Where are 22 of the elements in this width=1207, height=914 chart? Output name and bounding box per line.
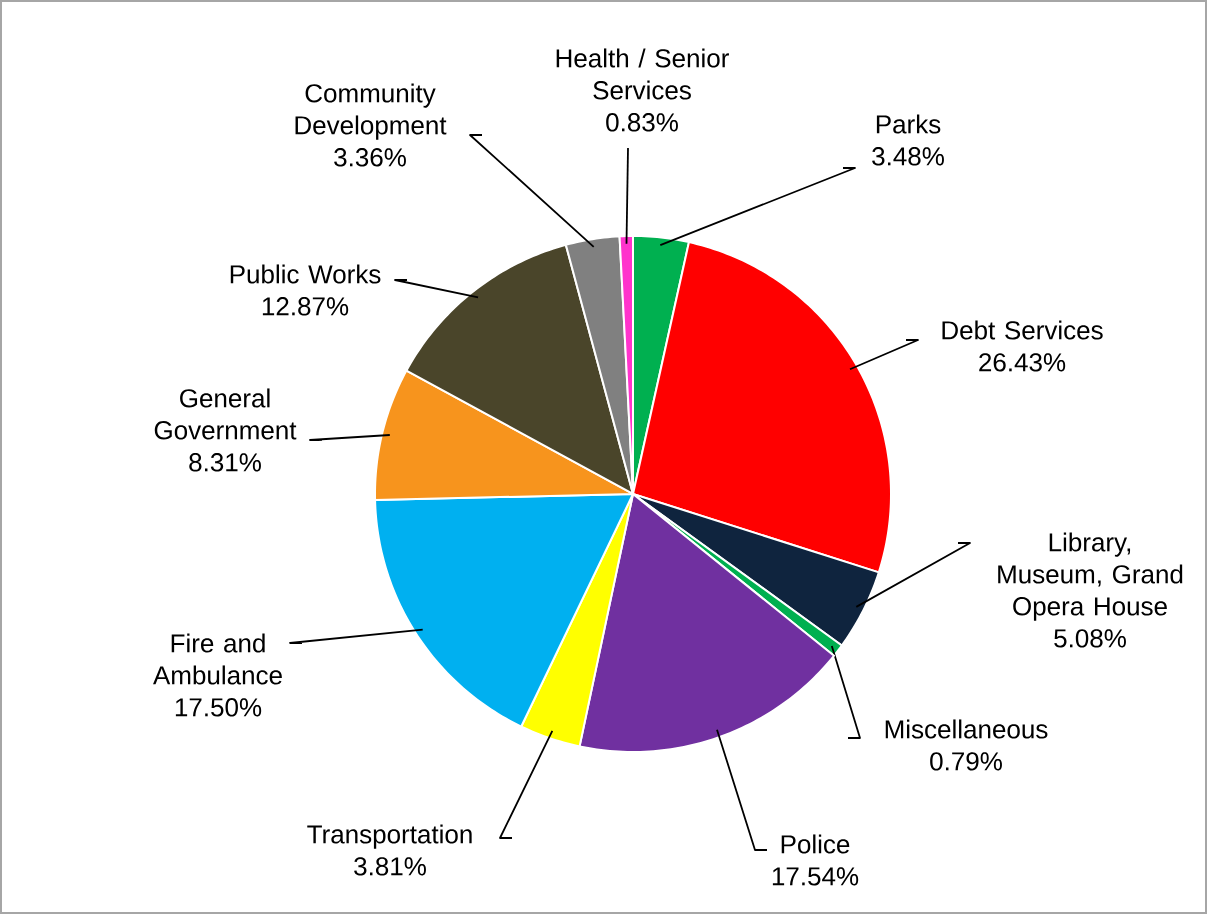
data-label: 17.54% xyxy=(772,867,859,886)
slice-label: Debt Services xyxy=(942,320,1103,340)
data-label: 0.83% xyxy=(606,113,678,132)
slice-label: Health / Senior Services xyxy=(556,48,729,100)
data-label: 3.36% xyxy=(334,148,406,167)
data-label: 12.87% xyxy=(262,297,349,316)
slice-label: Fire and Ambulance xyxy=(153,633,282,685)
slice-label: Community Development xyxy=(295,83,447,140)
slice-label: Library, Museum, Grand Opera House xyxy=(998,532,1183,621)
data-label: 26.43% xyxy=(979,353,1066,372)
data-label: 0.79% xyxy=(930,752,1002,771)
slice-label: Police xyxy=(781,834,850,854)
data-label: 3.81% xyxy=(354,857,426,876)
slice-label: Transportation xyxy=(307,824,472,849)
slice-label: Public Works xyxy=(230,264,381,284)
data-label: 5.08% xyxy=(1054,629,1126,648)
data-label: 8.31% xyxy=(189,453,261,472)
slice-label: General Government xyxy=(154,388,297,440)
slice-label: Miscellaneous xyxy=(885,719,1048,739)
slice-label: Parks xyxy=(876,114,941,134)
data-label: 17.50% xyxy=(175,698,262,717)
data-label: 3.48% xyxy=(872,147,944,166)
